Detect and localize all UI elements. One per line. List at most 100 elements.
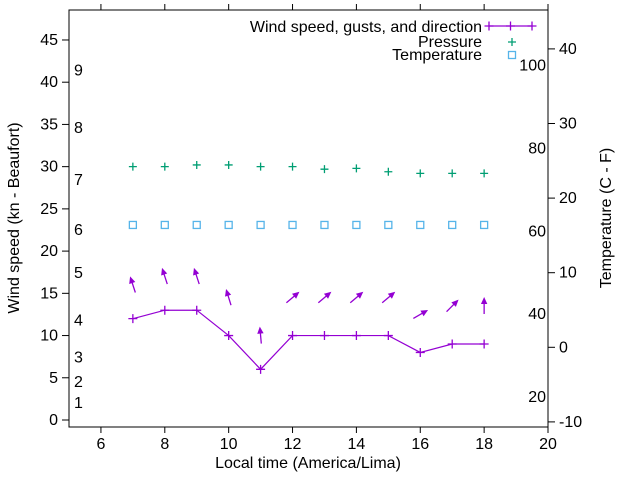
temperature-marker: [384, 220, 393, 230]
gust-arrow-head: [161, 267, 168, 276]
gust-arrow: [446, 299, 459, 313]
pressure-marker: [160, 162, 169, 171]
wind-speed-marker: [128, 314, 138, 324]
temperature-marker: [192, 220, 201, 230]
temperature-marker: [256, 220, 265, 230]
x-tick-label: 10: [220, 436, 238, 453]
y-left-tick-label: 25: [40, 201, 58, 218]
pressure-marker: [480, 169, 489, 178]
legend-sample-pressure-plus: [508, 38, 516, 46]
x-axis-title: Local time (America/Lima): [215, 455, 401, 472]
legend-label-temperature: Temperature: [392, 47, 482, 64]
wind-speed-marker: [447, 339, 457, 349]
x-tick-label: 20: [539, 436, 557, 453]
celsius-tick-label: 10: [559, 265, 577, 282]
legend-label-pressure: Pressure: [418, 34, 482, 51]
temperature-marker: [352, 220, 361, 230]
fahrenheit-label: 20: [528, 389, 546, 406]
fahrenheit-label: 60: [528, 223, 546, 240]
temperature-marker: [416, 220, 425, 230]
legend-samples: [484, 21, 537, 60]
beaufort-label: 8: [74, 120, 83, 137]
gust-arrow: [349, 291, 364, 304]
gust-arrow-head: [355, 291, 364, 299]
y-left-axis-title: Wind speed (kn - Beaufort): [6, 122, 23, 313]
temperature-marker: [320, 220, 329, 230]
wind-speed-marker: [479, 339, 489, 349]
gust-arrow: [257, 326, 264, 344]
gust-arrow: [381, 291, 396, 304]
gust-arrow: [193, 267, 200, 285]
y-left-tick-label: 5: [49, 370, 58, 387]
pressure-marker: [352, 164, 361, 173]
y-left-tick-label: 35: [40, 116, 58, 133]
gust-arrow: [225, 288, 232, 306]
legend-sample-temperature-square: [507, 50, 517, 60]
beaufort-label: 2: [74, 374, 83, 391]
x-tick-label: 6: [96, 436, 105, 453]
y-left-tick-label: 20: [40, 243, 58, 260]
gust-arrow: [480, 296, 488, 314]
y-left-tick-label: 30: [40, 159, 58, 176]
gust-arrow: [317, 291, 332, 304]
temperature-marker: [224, 220, 233, 230]
gust-arrow-head: [193, 267, 200, 276]
axis-ticks: 6 8 10 12 14 16 18 20051015202530354045-1001020…: [40, 4, 582, 453]
x-tick-label: 8: [160, 436, 169, 453]
pressure-marker: [192, 160, 201, 169]
beaufort-label: 5: [74, 265, 83, 282]
fahrenheit-label: 100: [519, 57, 546, 74]
celsius-tick-label: 20: [559, 190, 577, 207]
gust-arrow: [413, 309, 429, 320]
gust-arrow: [129, 276, 136, 293]
wind-speed-marker: [351, 331, 361, 341]
gust-arrow-head: [129, 276, 136, 284]
wind-speed-marker: [256, 364, 266, 374]
gust-arrow-head: [451, 299, 459, 307]
celsius-tick-label: 0: [559, 339, 568, 356]
pressure-marker: [224, 160, 233, 169]
wind-speed-marker: [319, 331, 329, 341]
legend-sample-wind-plus: [527, 21, 537, 31]
fahrenheit-label: 40: [528, 306, 546, 323]
wind-speed-marker: [160, 305, 170, 315]
pressure-marker: [288, 162, 297, 171]
wind-speed-marker: [192, 305, 202, 315]
wind-speed-marker: [383, 331, 393, 341]
gust-arrow-head: [480, 296, 488, 304]
pressure-marker: [128, 162, 137, 171]
x-tick-label: 16: [411, 436, 429, 453]
legend-label-wind: Wind speed, gusts, and direction: [250, 19, 482, 36]
celsius-tick-label: -10: [559, 414, 582, 431]
plot-border: [68, 9, 549, 428]
temperature-marker: [288, 220, 297, 230]
y-left-tick-label: 0: [49, 412, 58, 429]
wind-speed-line: [132, 309, 485, 371]
beaufort-label: 7: [74, 172, 83, 189]
fahrenheit-label: 80: [528, 140, 546, 157]
y-left-tick-label: 45: [40, 32, 58, 49]
secondary-scale-labels: 1 2 3 4 5 6 7 8 9 100 80 60 40 20: [74, 57, 546, 412]
y-left-tick-label: 10: [40, 328, 58, 345]
pressure-marker: [416, 169, 425, 178]
pressure-marker: [384, 167, 393, 176]
gust-arrow-head: [225, 288, 232, 297]
temperature-marker: [128, 220, 138, 230]
beaufort-label: 1: [74, 395, 83, 412]
celsius-tick-label: 30: [559, 116, 577, 133]
y-left-tick-label: 15: [40, 285, 58, 302]
data-series: [128, 160, 489, 374]
beaufort-label: 3: [74, 350, 83, 367]
x-tick-label: 14: [348, 436, 366, 453]
x-tick-label: 12: [284, 436, 302, 453]
gust-arrow-head: [420, 309, 429, 317]
beaufort-label: 9: [74, 62, 83, 79]
gust-arrow-head: [257, 326, 264, 334]
temperature-marker: [160, 220, 169, 230]
temperature-marker: [479, 220, 489, 230]
gust-arrow-head: [387, 291, 396, 299]
pressure-marker: [320, 165, 329, 174]
x-tick-label: 18: [475, 436, 493, 453]
legend-sample-wind-plus: [484, 21, 494, 31]
